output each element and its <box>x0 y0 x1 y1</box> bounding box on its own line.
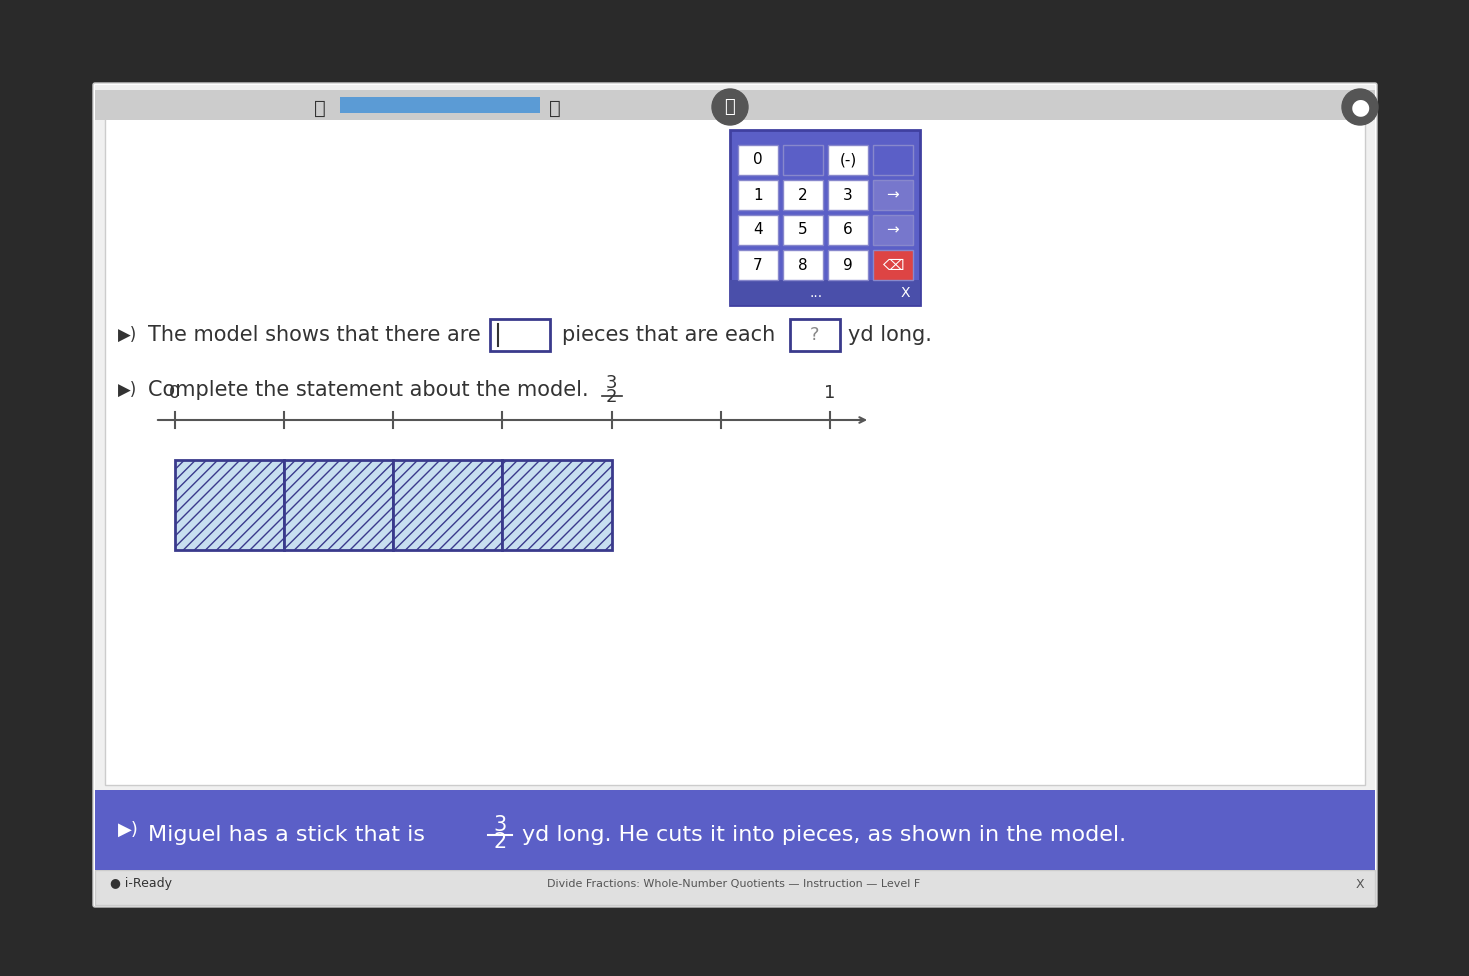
Text: 1: 1 <box>824 384 836 402</box>
Circle shape <box>712 89 748 125</box>
Bar <box>284 460 394 550</box>
Text: 3: 3 <box>605 374 617 392</box>
Bar <box>829 180 868 210</box>
Text: →: → <box>887 223 899 237</box>
Bar <box>873 215 914 245</box>
Text: yd long. He cuts it into pieces, as shown in the model.: yd long. He cuts it into pieces, as show… <box>521 825 1127 845</box>
Text: 0: 0 <box>754 152 762 168</box>
FancyBboxPatch shape <box>93 83 1376 907</box>
Text: 0: 0 <box>169 384 181 402</box>
Text: Complete the statement about the model.: Complete the statement about the model. <box>148 380 589 400</box>
Text: ⏮: ⏮ <box>314 99 326 117</box>
Text: The model shows that there are: The model shows that there are <box>148 325 480 345</box>
Text: 6: 6 <box>843 223 853 237</box>
Bar <box>502 460 611 550</box>
Bar <box>730 130 920 305</box>
Text: ▶): ▶) <box>118 381 137 399</box>
Circle shape <box>1343 89 1378 125</box>
Bar <box>339 97 541 113</box>
Bar <box>95 790 1375 870</box>
Bar <box>95 90 1375 120</box>
Bar <box>394 460 502 550</box>
Bar <box>737 145 779 175</box>
Bar <box>95 85 1375 870</box>
Bar <box>790 319 840 351</box>
Bar <box>873 180 914 210</box>
Text: 2: 2 <box>605 388 617 406</box>
Bar <box>730 280 920 305</box>
Text: ▶): ▶) <box>118 821 140 839</box>
Text: 5: 5 <box>798 223 808 237</box>
Bar <box>783 180 823 210</box>
Text: ?: ? <box>811 326 820 344</box>
Bar <box>783 215 823 245</box>
Text: X: X <box>1356 877 1365 890</box>
Bar <box>873 250 914 280</box>
Bar <box>737 215 779 245</box>
Text: (-): (-) <box>839 152 856 168</box>
Text: 2: 2 <box>798 187 808 202</box>
Text: yd long.: yd long. <box>848 325 931 345</box>
Text: 3: 3 <box>494 815 507 835</box>
Bar <box>491 319 549 351</box>
Text: ▶): ▶) <box>118 326 137 344</box>
Bar <box>783 250 823 280</box>
Bar <box>737 250 779 280</box>
Text: 9: 9 <box>843 258 853 272</box>
Text: ⌫: ⌫ <box>883 258 903 272</box>
Text: Miguel has a stick that is: Miguel has a stick that is <box>148 825 425 845</box>
Text: X: X <box>900 286 909 300</box>
Text: ● i-Ready: ● i-Ready <box>110 877 172 890</box>
Text: ...: ... <box>809 286 823 300</box>
Text: 2: 2 <box>494 832 507 852</box>
Bar <box>829 250 868 280</box>
Text: ●: ● <box>1350 97 1369 117</box>
Text: 7: 7 <box>754 258 762 272</box>
Bar <box>829 215 868 245</box>
Text: 4: 4 <box>754 223 762 237</box>
Bar <box>175 460 284 550</box>
Text: 8: 8 <box>798 258 808 272</box>
Text: ⏭: ⏭ <box>549 99 561 117</box>
Bar <box>829 145 868 175</box>
Bar <box>783 145 823 175</box>
Bar <box>95 870 1375 905</box>
Text: Divide Fractions: Whole-Number Quotients — Instruction — Level F: Divide Fractions: Whole-Number Quotients… <box>548 879 921 889</box>
Bar <box>873 145 914 175</box>
Text: 3: 3 <box>843 187 853 202</box>
Bar <box>737 180 779 210</box>
Text: pieces that are each: pieces that are each <box>563 325 776 345</box>
Text: →: → <box>887 187 899 202</box>
Text: ⏸: ⏸ <box>724 98 736 116</box>
Bar <box>104 95 1365 785</box>
Text: 1: 1 <box>754 187 762 202</box>
